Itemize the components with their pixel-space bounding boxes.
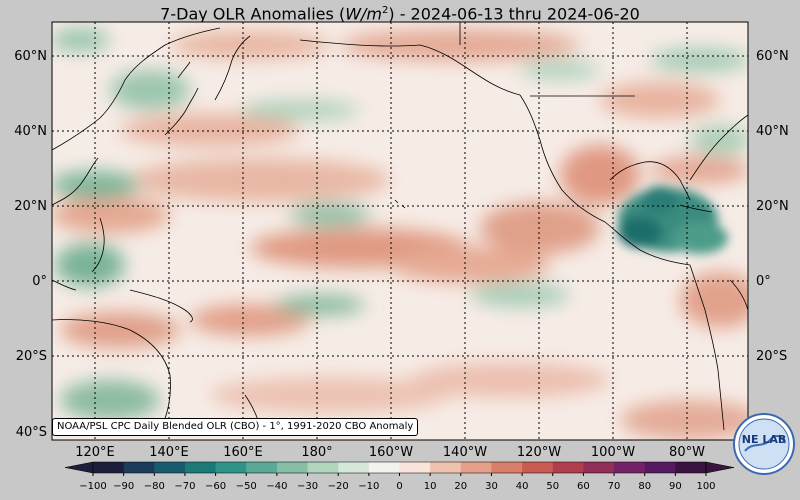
colorbar-tick-label: −30 (297, 481, 318, 492)
lat-label: 60°N (14, 49, 47, 64)
lon-labels: 120°E 140°E 160°E 180° 160°W 140°W 120°W… (75, 445, 705, 460)
logo-text: NE LAB (742, 433, 786, 446)
anomaly-field (52, 22, 748, 440)
colorbar-segment (368, 462, 400, 473)
colorbar-segment (215, 462, 247, 473)
colorbar-tick-label: 0 (396, 481, 402, 492)
lat-label: 40°N (14, 124, 47, 139)
colorbar-tick-label: −10 (358, 481, 379, 492)
colorbar-tick-label: 70 (608, 481, 621, 492)
colorbar-tick-label: −80 (144, 481, 165, 492)
colorbar: −100 −90 −80 −70 −60 −50 −40 −30 −20 −10 0 10 20 30 40… (64, 461, 735, 492)
map-frame (51, 21, 749, 441)
lat-label: 0° (756, 274, 771, 289)
colorbar-tick-label: 60 (577, 481, 590, 492)
lon-label: 140°E (149, 445, 189, 460)
colorbar-tick-label: 30 (485, 481, 498, 492)
graticule (52, 22, 748, 440)
lat-label: 0° (32, 274, 47, 289)
lat-label: 20°S (756, 349, 787, 364)
lon-label: 80°W (669, 445, 705, 460)
lon-label: 120°W (517, 445, 561, 460)
colorbar-extend-high (705, 461, 735, 474)
lon-label: 180° (301, 445, 332, 460)
colorbar-segment (430, 462, 462, 473)
colorbar-tick-label: −60 (205, 481, 226, 492)
colorbar-segment (552, 462, 584, 473)
colorbar-tick-label: −100 (79, 481, 106, 492)
colorbar-tick-label: 90 (669, 481, 682, 492)
colorbar-segment (276, 462, 309, 473)
lat-label: 40°N (756, 124, 789, 139)
lat-labels-right: 60°N 40°N 20°N 0° 20°S (756, 49, 789, 364)
colorbar-segment (614, 462, 646, 473)
colorbar-segment (583, 462, 615, 473)
colorbar-tick-label: 80 (638, 481, 651, 492)
lat-label: 60°N (756, 49, 789, 64)
colorbar-tick-label: −40 (266, 481, 287, 492)
lat-label: 20°N (756, 199, 789, 214)
colorbar-segment (644, 462, 676, 473)
colorbar-tick-label: 10 (424, 481, 437, 492)
colorbar-tick-label: 40 (516, 481, 529, 492)
colorbar-segment (93, 462, 125, 473)
colorbar-tick-label: 20 (454, 481, 467, 492)
colorbar-segment (460, 462, 492, 473)
colorbar-tick-label: −90 (113, 481, 134, 492)
colorbar-segment (522, 462, 554, 473)
lon-label: 160°E (223, 445, 263, 460)
lon-label: 160°W (369, 445, 413, 460)
colorbar-tick-label: −50 (236, 481, 257, 492)
colorbar-segment (399, 462, 431, 473)
lon-label: 140°W (443, 445, 487, 460)
colorbar-segment (184, 462, 217, 473)
colorbar-segment (491, 462, 523, 473)
lat-label: 20°N (14, 199, 47, 214)
colorbar-tick-label: 100 (696, 481, 715, 492)
colorbar-segment (154, 462, 186, 473)
colorbar-segment (338, 462, 370, 473)
colorbar-extend-low (64, 461, 94, 474)
data-credit-label: NOAA/PSL CPC Daily Blended OLR (CBO) - 1… (52, 418, 419, 436)
lat-label: 40°S (16, 425, 47, 440)
psl-lab-logo: NE LAB (733, 413, 795, 475)
colorbar-segment (307, 462, 339, 473)
map-title: 7-Day OLR Anomalies (W/m2) - 2024-06-13 … (160, 4, 640, 24)
colorbar-segment (123, 462, 155, 473)
lat-label: 20°S (16, 349, 47, 364)
colorbar-tick-label: −20 (328, 481, 349, 492)
colorbar-segment (246, 462, 278, 473)
colorbar-tick-label: −70 (174, 481, 195, 492)
colorbar-tick-label: 50 (546, 481, 559, 492)
colorbar-segment (675, 462, 707, 473)
lon-label: 100°W (591, 445, 635, 460)
lat-labels-left: 60°N 40°N 20°N 0° 20°S 40°S (14, 49, 47, 440)
lon-label: 120°E (75, 445, 115, 460)
